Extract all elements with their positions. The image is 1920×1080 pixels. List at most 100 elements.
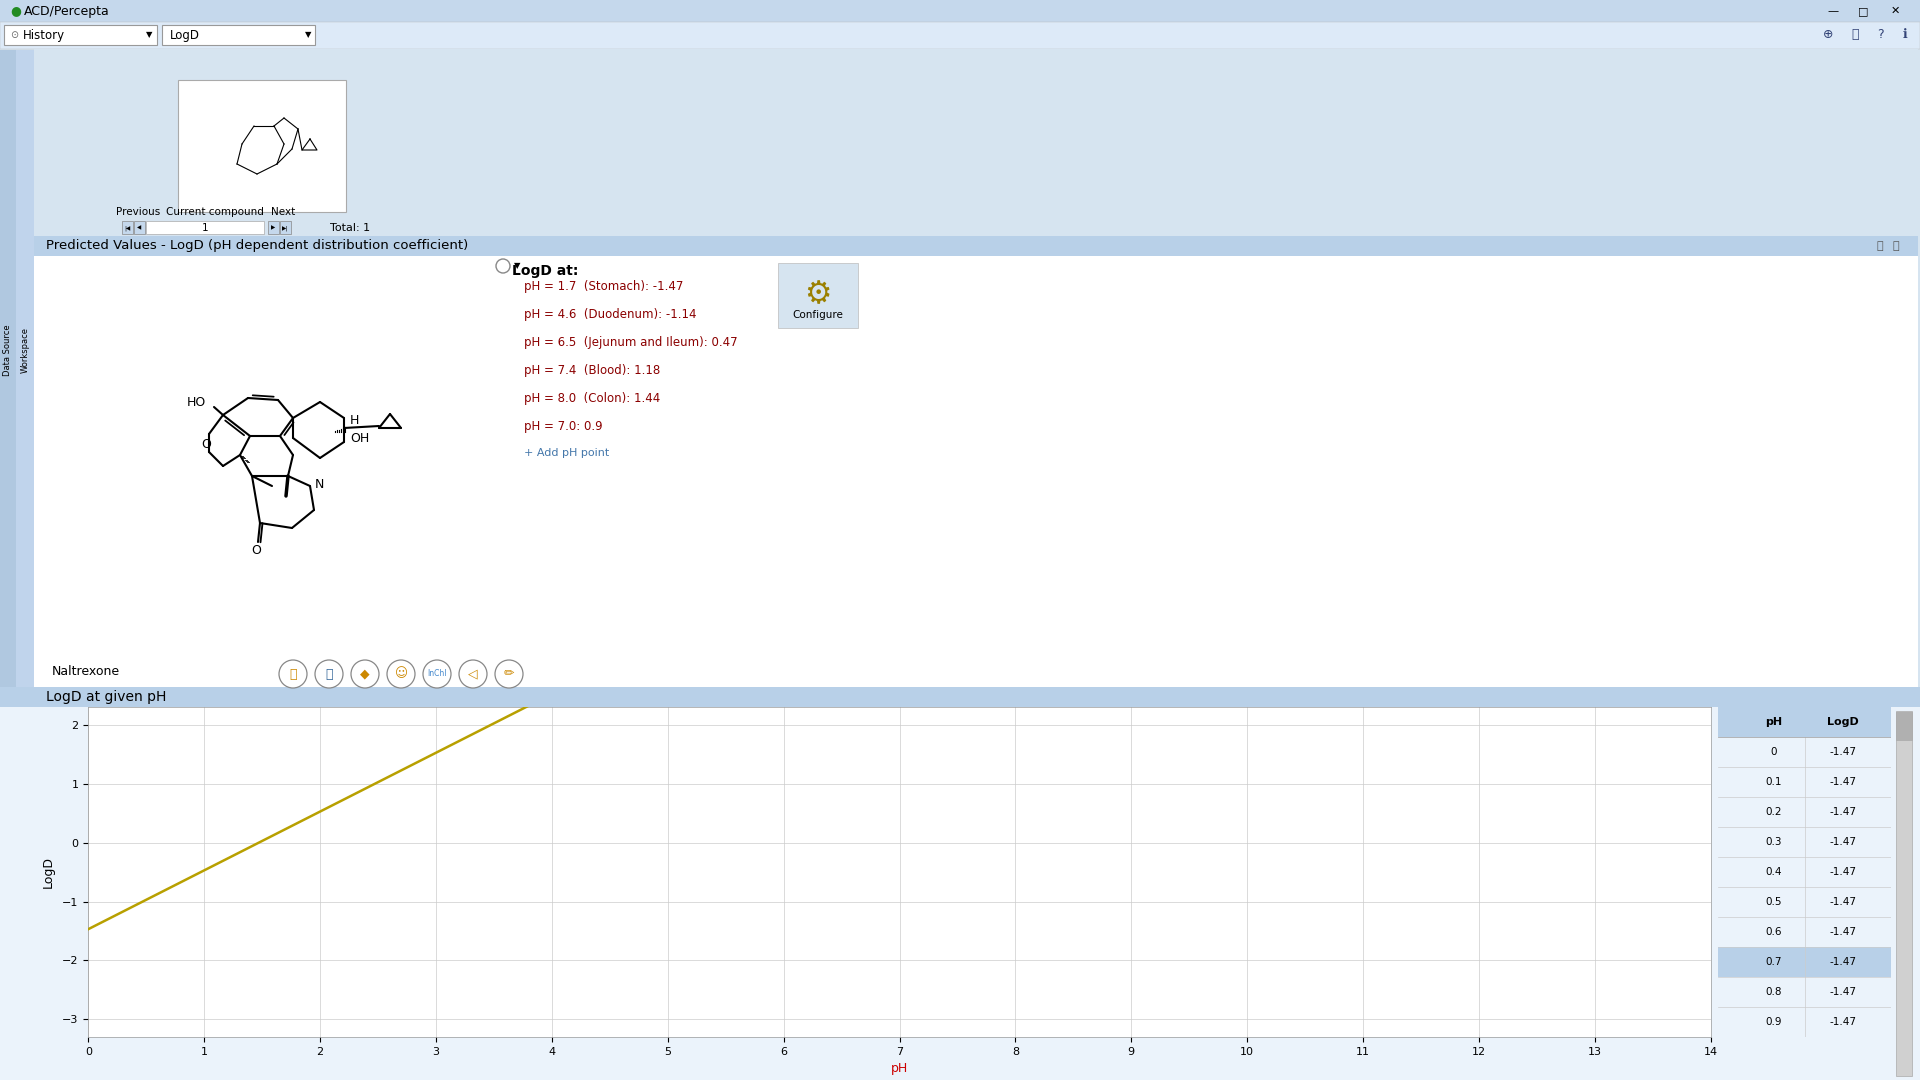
Text: -1.47: -1.47 xyxy=(1830,777,1857,787)
Text: -1.47: -1.47 xyxy=(1830,927,1857,936)
Bar xyxy=(35,237,1918,256)
Circle shape xyxy=(388,660,415,688)
Bar xyxy=(0,707,1920,1080)
Text: Next: Next xyxy=(271,207,296,217)
Text: -1.47: -1.47 xyxy=(1830,837,1857,847)
X-axis label: pH: pH xyxy=(891,1062,908,1075)
Bar xyxy=(1718,947,1891,976)
Text: InChI: InChI xyxy=(428,670,447,678)
Text: 0.3: 0.3 xyxy=(1766,837,1782,847)
Text: 0.2: 0.2 xyxy=(1766,807,1782,816)
Y-axis label: LogD: LogD xyxy=(42,856,56,888)
Bar xyxy=(35,256,1918,690)
Text: ✕: ✕ xyxy=(1891,6,1899,16)
Bar xyxy=(0,22,1920,49)
Text: OH: OH xyxy=(349,432,369,445)
Text: H: H xyxy=(349,414,359,427)
Circle shape xyxy=(351,660,378,688)
Text: Predicted Values - LogD (pH dependent distribution coefficient): Predicted Values - LogD (pH dependent di… xyxy=(46,240,468,253)
Text: —: — xyxy=(1828,6,1839,16)
Text: ◁: ◁ xyxy=(468,667,478,680)
Text: -1.47: -1.47 xyxy=(1830,957,1857,967)
Text: pH = 4.6  (Duodenum): -1.14: pH = 4.6 (Duodenum): -1.14 xyxy=(524,308,697,321)
Text: ▼: ▼ xyxy=(305,30,311,40)
Bar xyxy=(161,25,315,45)
Text: 0.6: 0.6 xyxy=(1766,927,1782,936)
Text: pH = 7.0: 0.9: pH = 7.0: 0.9 xyxy=(524,420,603,433)
Text: -1.47: -1.47 xyxy=(1830,1016,1857,1027)
Bar xyxy=(1718,707,1891,737)
Text: N: N xyxy=(315,478,324,491)
Bar xyxy=(1895,712,1912,740)
Text: pH = 8.0  (Colon): 1.44: pH = 8.0 (Colon): 1.44 xyxy=(524,392,660,405)
Text: ▼: ▼ xyxy=(146,30,152,40)
Text: ⊙: ⊙ xyxy=(10,30,17,40)
Text: 0.5: 0.5 xyxy=(1766,896,1782,907)
Text: ACD/Percepta: ACD/Percepta xyxy=(23,4,109,17)
Text: pH = 1.7  (Stomach): -1.47: pH = 1.7 (Stomach): -1.47 xyxy=(524,280,684,293)
Text: ?: ? xyxy=(1876,28,1884,41)
Text: ✏: ✏ xyxy=(503,667,515,680)
Bar xyxy=(280,221,292,234)
Text: -1.47: -1.47 xyxy=(1830,896,1857,907)
Text: 🔧: 🔧 xyxy=(1851,28,1859,41)
Text: |◀: |◀ xyxy=(125,226,131,231)
Text: ▶|: ▶| xyxy=(282,226,288,231)
Circle shape xyxy=(495,259,511,273)
Text: 💾: 💾 xyxy=(1893,241,1899,251)
Text: LogD: LogD xyxy=(1828,717,1859,727)
Bar xyxy=(0,50,15,924)
Text: 0.8: 0.8 xyxy=(1766,987,1782,997)
Text: 🖼: 🖼 xyxy=(1876,241,1884,251)
Text: O: O xyxy=(252,543,261,556)
Text: O: O xyxy=(202,438,211,451)
Text: 🖼: 🖼 xyxy=(324,667,332,680)
Text: LogD at given pH: LogD at given pH xyxy=(46,690,167,704)
Text: ▼: ▼ xyxy=(515,261,520,270)
Text: 0.1: 0.1 xyxy=(1766,777,1782,787)
Text: Naltrexone: Naltrexone xyxy=(52,665,121,678)
Text: + Add pH point: + Add pH point xyxy=(524,448,609,458)
Bar xyxy=(35,49,1918,240)
Text: Current compound: Current compound xyxy=(165,207,263,217)
Bar xyxy=(4,25,157,45)
Text: pH = 6.5  (Jejunum and Ileum): 0.47: pH = 6.5 (Jejunum and Ileum): 0.47 xyxy=(524,336,737,349)
Text: -1.47: -1.47 xyxy=(1830,987,1857,997)
Text: ●: ● xyxy=(10,4,21,17)
Text: 0: 0 xyxy=(1770,747,1776,757)
Text: History: History xyxy=(23,28,65,41)
Text: ℹ: ℹ xyxy=(1903,28,1907,41)
Text: pH: pH xyxy=(1764,717,1782,727)
Circle shape xyxy=(495,660,522,688)
Text: 0.9: 0.9 xyxy=(1766,1016,1782,1027)
Text: -1.47: -1.47 xyxy=(1830,867,1857,877)
Text: Workspace: Workspace xyxy=(21,327,29,373)
Text: ⊕: ⊕ xyxy=(1822,28,1834,41)
Text: 0.7: 0.7 xyxy=(1766,957,1782,967)
Bar xyxy=(15,50,35,924)
Bar xyxy=(0,0,1920,22)
Text: LogD at:: LogD at: xyxy=(513,264,578,278)
Text: Previous: Previous xyxy=(115,207,159,217)
Circle shape xyxy=(422,660,451,688)
Text: -1.47: -1.47 xyxy=(1830,807,1857,816)
Text: □: □ xyxy=(1859,6,1868,16)
Circle shape xyxy=(278,660,307,688)
Text: 📋: 📋 xyxy=(290,667,298,680)
Text: pH = 7.4  (Blood): 1.18: pH = 7.4 (Blood): 1.18 xyxy=(524,364,660,377)
Text: ◆: ◆ xyxy=(361,667,371,680)
Text: ⚙: ⚙ xyxy=(804,280,831,309)
Text: 1: 1 xyxy=(202,222,207,233)
Text: 0.4: 0.4 xyxy=(1766,867,1782,877)
Bar xyxy=(179,80,346,212)
Text: -1.47: -1.47 xyxy=(1830,747,1857,757)
Text: Data Source: Data Source xyxy=(4,324,13,376)
Circle shape xyxy=(315,660,344,688)
Bar xyxy=(123,221,132,234)
Bar xyxy=(146,221,265,234)
Bar xyxy=(0,687,1920,707)
Text: Total: 1: Total: 1 xyxy=(330,222,371,233)
Text: HO: HO xyxy=(186,395,205,408)
Bar xyxy=(1895,711,1912,1076)
Bar xyxy=(134,221,146,234)
